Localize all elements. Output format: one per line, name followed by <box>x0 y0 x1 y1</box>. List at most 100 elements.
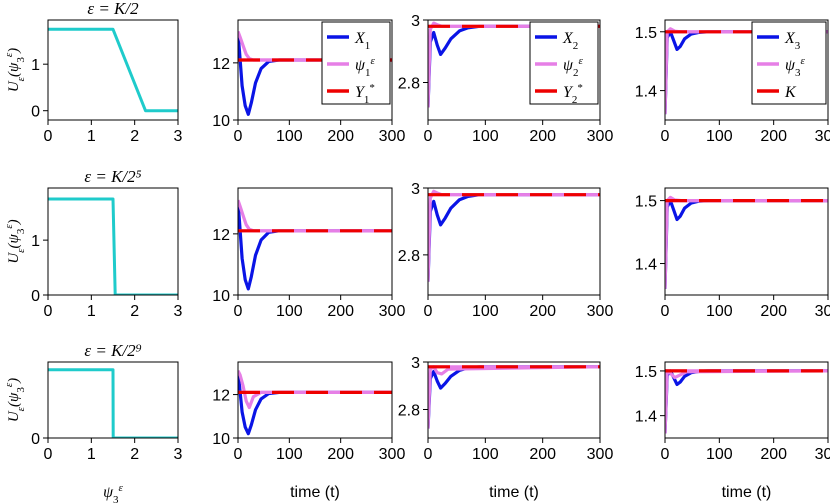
panel-control-row2: 0 1 2 3 0 1 ε = K/2⁵ Uε(ψ3ε) <box>3 167 183 320</box>
control-ylabel: Uε(ψ3ε) <box>3 48 27 92</box>
axes-frame <box>237 361 393 439</box>
x-tick-label: 300 <box>379 303 406 320</box>
series-line-X <box>428 193 600 282</box>
y-tick-label: 1.5 <box>635 194 657 211</box>
axes-frame <box>664 361 829 439</box>
y-tick-label: 2.8 <box>398 403 420 420</box>
series-line-X <box>238 372 392 436</box>
panel-X3-row2: 0 100 200 300 1.4 1.5 <box>635 187 830 320</box>
x-tick-label: 200 <box>529 303 556 320</box>
x-tick-label: 300 <box>815 128 830 145</box>
y-tick-label: 1 <box>31 233 40 250</box>
x-tick-label: 0 <box>661 303 670 320</box>
x-tick-label: 3 <box>174 446 183 463</box>
y-tick-label: 10 <box>212 288 230 305</box>
panel-X2-row3: 0 100 200 300 2.8 3 time (t) <box>398 355 614 501</box>
x-tick-label: 0 <box>424 446 433 463</box>
panel-X3-row1: 0 100 200 300 1.4 1.5 X3 ψ3ε K <box>635 19 830 145</box>
x-tick-label: 300 <box>587 446 614 463</box>
series-line-control <box>48 27 178 113</box>
x-tick-label: 0 <box>234 303 243 320</box>
y-tick-label: 2.8 <box>398 76 420 93</box>
legend-label: Y2* <box>563 82 583 106</box>
legend-label: X1 <box>354 30 370 52</box>
series-line-X <box>665 199 828 289</box>
series-line-X <box>238 203 392 291</box>
control-ylabel-text: Uε(ψ3ε) <box>3 378 27 422</box>
x-tick-label: 100 <box>276 128 303 145</box>
y-tick-label: 10 <box>212 113 230 130</box>
panel-control-row1: 0 1 2 3 0 1 ε = K/2 Uε(ψ3ε) <box>3 0 183 145</box>
axes-frame <box>427 361 601 439</box>
series-group <box>48 368 178 438</box>
panel-X2-row1: 0 100 200 300 2.8 3 X2 ψ2ε Y2* <box>398 13 614 145</box>
x-tick-label: 200 <box>327 303 354 320</box>
x-tick-label: 200 <box>760 128 787 145</box>
series-line-control <box>48 368 178 438</box>
x-tick-label: 100 <box>472 303 499 320</box>
y-tick-label: 0 <box>31 288 40 305</box>
panel-title: ε = K/2 <box>87 0 139 18</box>
y-tick-label: 1 <box>31 57 40 74</box>
legend: X3 ψ3ε K <box>751 21 827 105</box>
x-tick-label: 300 <box>379 446 406 463</box>
x-tick-label: 100 <box>706 303 733 320</box>
x-tick-label: 100 <box>472 128 499 145</box>
series-group <box>428 365 600 429</box>
legend-label: ψ1ε <box>355 55 375 79</box>
series-group <box>48 27 178 113</box>
x-tick-label: 300 <box>815 303 830 320</box>
panel-title: ε = K/2⁵ <box>84 167 141 186</box>
y-tick-label: 12 <box>212 388 230 405</box>
x-tick-label: 1 <box>87 446 96 463</box>
panel-X1-row3: 0 100 200 300 10 12 time (t) <box>212 361 406 501</box>
control-xlabel: ψ3ε <box>103 482 123 503</box>
y-tick-label: 3 <box>411 181 420 198</box>
time-xlabel: time (t) <box>290 484 340 501</box>
legend-label: Y1* <box>355 82 375 106</box>
axes-frame <box>237 19 393 121</box>
y-tick-label: 1.4 <box>635 84 657 101</box>
series-group <box>665 195 828 289</box>
axes-frame <box>664 187 829 296</box>
control-ylabel-text: Uε(ψ3ε) <box>3 219 27 263</box>
series-line-psi <box>238 199 392 233</box>
series-line-psi <box>665 195 828 289</box>
control-ylabel: Uε(ψ3ε) <box>3 378 27 422</box>
x-tick-label: 100 <box>706 446 733 463</box>
x-tick-label: 200 <box>529 128 556 145</box>
x-tick-label: 1 <box>87 303 96 320</box>
series-line-X <box>428 365 600 429</box>
x-tick-label: 300 <box>815 446 830 463</box>
x-tick-label: 200 <box>760 446 787 463</box>
x-tick-label: 300 <box>379 128 406 145</box>
x-tick-label: 0 <box>234 446 243 463</box>
x-tick-label: 0 <box>424 303 433 320</box>
x-tick-label: 0 <box>44 128 53 145</box>
series-line-psi <box>665 369 828 434</box>
panel-control-row3: 0 1 2 3 0 ε = K/2⁹ Uε(ψ3ε) ψ3ε <box>3 341 183 503</box>
series-line-X <box>665 369 828 434</box>
x-tick-label: 2 <box>130 303 139 320</box>
x-tick-label: 100 <box>706 128 733 145</box>
x-tick-label: 200 <box>529 446 556 463</box>
x-tick-label: 300 <box>587 303 614 320</box>
time-xlabel: time (t) <box>489 484 539 501</box>
x-tick-label: 3 <box>174 128 183 145</box>
series-group <box>665 27 828 115</box>
x-tick-label: 2 <box>130 128 139 145</box>
series-group <box>48 197 178 295</box>
legend-label: ψ3ε <box>785 55 805 79</box>
legend-label: K <box>784 84 797 101</box>
y-tick-label: 1.4 <box>635 257 657 274</box>
x-tick-label: 0 <box>661 446 670 463</box>
x-tick-label: 0 <box>44 446 53 463</box>
series-group <box>238 369 392 436</box>
legend-label: X3 <box>784 30 801 52</box>
y-tick-label: 3 <box>411 13 420 30</box>
y-tick-label: 0 <box>31 431 40 448</box>
series-group <box>665 369 828 434</box>
y-tick-label: 12 <box>212 56 230 73</box>
x-tick-label: 200 <box>760 303 787 320</box>
